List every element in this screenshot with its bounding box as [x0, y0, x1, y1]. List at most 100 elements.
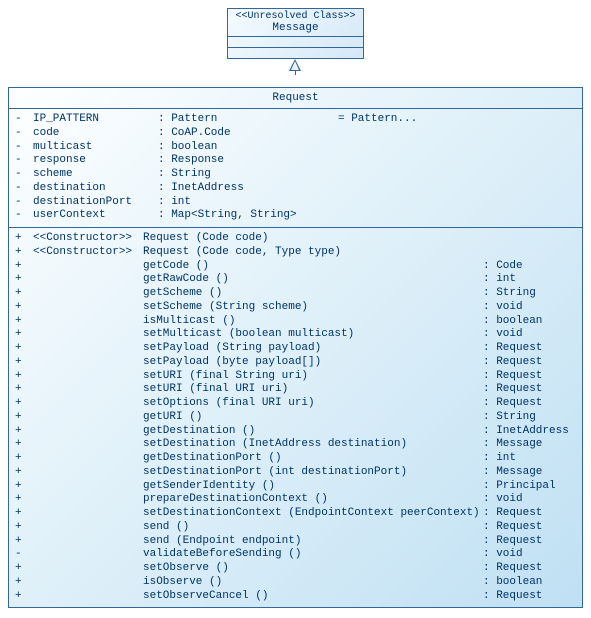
op-return: : Request — [483, 507, 576, 521]
op-row: + setURI (final URI uri): Request — [15, 383, 576, 397]
message-class-name: Message — [232, 22, 359, 34]
op-stereotype — [33, 590, 143, 604]
op-stereotype — [33, 328, 143, 342]
op-signature: setOptions (final URI uri) — [143, 397, 483, 411]
op-row: + prepareDestinationContext (): void — [15, 493, 576, 507]
op-return: : Request — [483, 521, 576, 535]
op-signature: send (Endpoint endpoint) — [143, 535, 483, 549]
attr-name: multicast — [33, 141, 158, 155]
attr-visibility: - — [15, 182, 33, 196]
message-class-box: <<Unresolved Class>> Message — [227, 8, 364, 59]
op-signature: setScheme (String scheme) — [143, 301, 483, 315]
op-row: +setDestinationContext (EndpointContext … — [15, 507, 576, 521]
op-visibility: + — [15, 466, 33, 480]
attr-name: scheme — [33, 168, 158, 182]
op-visibility: + — [15, 328, 33, 342]
op-signature: setDestinationPort (int destinationPort) — [143, 466, 483, 480]
op-signature: prepareDestinationContext () — [143, 493, 483, 507]
op-signature: validateBeforeSending () — [143, 548, 483, 562]
op-return: : String — [483, 411, 576, 425]
op-stereotype: <<Constructor>> — [33, 232, 143, 246]
attr-value — [338, 168, 576, 182]
op-stereotype — [33, 548, 143, 562]
op-return: : void — [483, 493, 576, 507]
op-return — [483, 246, 576, 260]
op-visibility: + — [15, 535, 33, 549]
op-return: : Request — [483, 590, 576, 604]
op-row: +setDestination (InetAddress destination… — [15, 438, 576, 452]
op-row: +setPayload (byte payload[]): Request — [15, 356, 576, 370]
op-return: : Message — [483, 438, 576, 452]
op-row: +getCode (): Code — [15, 260, 576, 274]
attr-row: -userContext: Map<String, String> — [15, 209, 576, 223]
op-stereotype — [33, 576, 143, 590]
attr-row: -code: CoAP.Code — [15, 127, 576, 141]
attr-type: : Response — [158, 154, 338, 168]
op-visibility: - — [15, 548, 33, 562]
op-return: : int — [483, 273, 576, 287]
attr-visibility: - — [15, 113, 33, 127]
message-stereotype: <<Unresolved Class>> — [232, 11, 359, 22]
op-return: : Request — [483, 397, 576, 411]
op-signature: getRawCode () — [143, 273, 483, 287]
op-return: : boolean — [483, 576, 576, 590]
op-row: +getSenderIdentity (): Principal — [15, 480, 576, 494]
op-stereotype — [33, 452, 143, 466]
op-visibility: + — [15, 425, 33, 439]
attr-value — [338, 209, 576, 223]
op-visibility: + — [15, 493, 33, 507]
op-stereotype — [33, 425, 143, 439]
op-stereotype — [33, 356, 143, 370]
attr-row: -response: Response — [15, 154, 576, 168]
attr-row: -IP_PATTERN: Pattern= Pattern... — [15, 113, 576, 127]
attr-value — [338, 154, 576, 168]
op-return: : Code — [483, 260, 576, 274]
op-visibility: + — [15, 562, 33, 576]
op-return: : InetAddress — [483, 425, 576, 439]
op-signature: Request (Code code) — [143, 232, 483, 246]
attr-row: -destinationPort: int — [15, 196, 576, 210]
arrow-head-icon — [289, 59, 301, 71]
op-visibility: + — [15, 246, 33, 260]
op-row: -validateBeforeSending (): void — [15, 548, 576, 562]
op-return: : Request — [483, 370, 576, 384]
attr-type: : boolean — [158, 141, 338, 155]
op-row: +setObserve (): Request — [15, 562, 576, 576]
attr-name: response — [33, 154, 158, 168]
op-visibility: + — [15, 576, 33, 590]
op-stereotype — [33, 562, 143, 576]
attr-name: code — [33, 127, 158, 141]
message-attrs-section — [228, 36, 363, 47]
op-row: +send (): Request — [15, 521, 576, 535]
request-attrs-section: -IP_PATTERN: Pattern= Pattern...-code: C… — [9, 108, 582, 227]
op-stereotype — [33, 370, 143, 384]
op-row: +<<Constructor>>Request (Code code) — [15, 232, 576, 246]
op-signature: setPayload (String payload) — [143, 342, 483, 356]
attr-name: destinationPort — [33, 196, 158, 210]
op-visibility: + — [15, 383, 33, 397]
message-class-header: <<Unresolved Class>> Message — [228, 9, 363, 36]
op-signature: setURI (final URI uri) — [143, 383, 483, 397]
op-stereotype — [33, 411, 143, 425]
op-signature: setObserve () — [143, 562, 483, 576]
attr-visibility: - — [15, 209, 33, 223]
op-visibility: + — [15, 507, 33, 521]
op-visibility: + — [15, 342, 33, 356]
op-stereotype — [33, 397, 143, 411]
op-stereotype — [33, 480, 143, 494]
op-return: : Request — [483, 383, 576, 397]
op-stereotype — [33, 342, 143, 356]
op-stereotype — [33, 521, 143, 535]
op-visibility: + — [15, 301, 33, 315]
op-visibility: + — [15, 590, 33, 604]
op-row: +<<Constructor>>Request (Code code, Type… — [15, 246, 576, 260]
attr-type: : Map<String, String> — [158, 209, 338, 223]
op-return: : String — [483, 287, 576, 301]
op-stereotype — [33, 466, 143, 480]
attr-type: : int — [158, 196, 338, 210]
attr-value — [338, 127, 576, 141]
op-return: : Message — [483, 466, 576, 480]
op-row: +setObserveCancel (): Request — [15, 590, 576, 604]
op-visibility: + — [15, 315, 33, 329]
attr-name: userContext — [33, 209, 158, 223]
